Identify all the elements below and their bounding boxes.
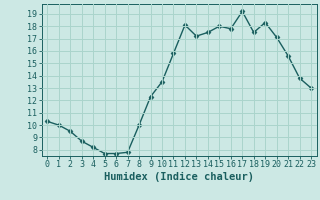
- X-axis label: Humidex (Indice chaleur): Humidex (Indice chaleur): [104, 172, 254, 182]
